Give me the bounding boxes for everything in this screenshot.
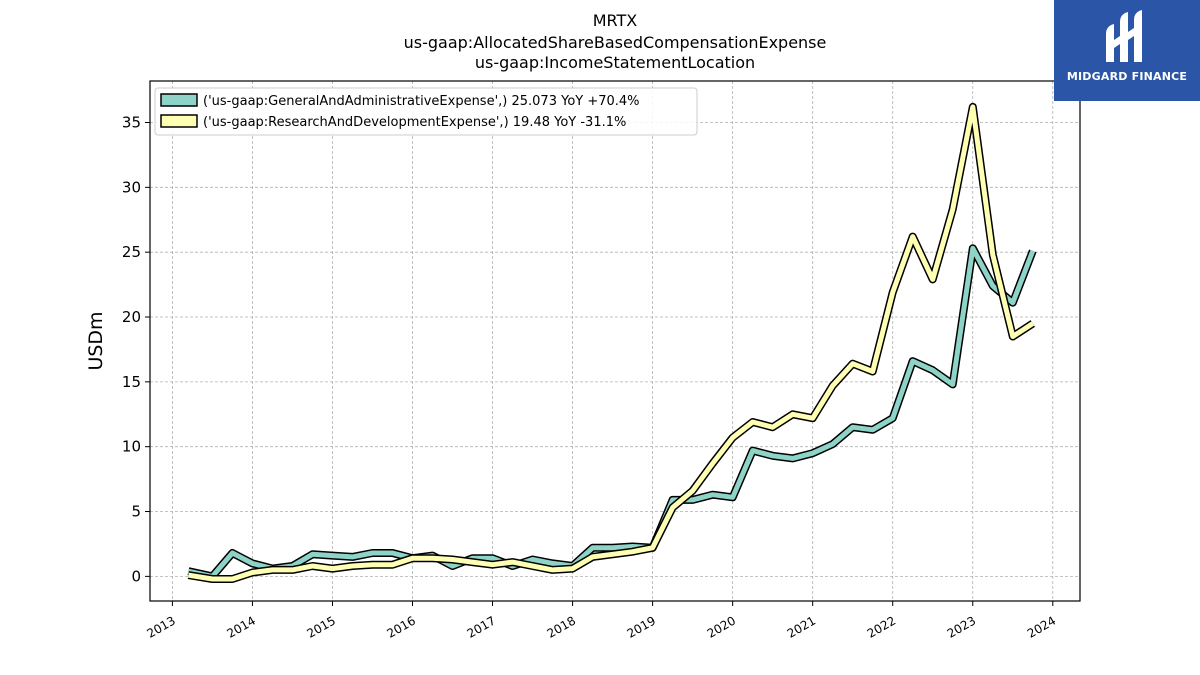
y-tick-label: 5 [131,503,141,521]
x-tick-label: 2018 [545,613,578,640]
y-tick-label: 30 [122,178,141,196]
legend-swatch-general-admin [160,93,198,107]
y-tick-label: 25 [122,243,141,261]
legend-entry-general-admin: ('us-gaap:GeneralAndAdministrativeExpens… [160,93,640,109]
x-tick-label: 2023 [945,613,978,640]
series-outline-0 [187,244,1037,581]
series-line-0 [187,245,1036,579]
series-lines [187,102,1037,583]
x-tick-label: 2019 [625,613,658,640]
legend-label-research-development: ('us-gaap:ResearchAndDevelopmentExpense'… [203,115,626,130]
x-tick-label: 2024 [1025,613,1058,640]
y-tick-label: 35 [122,113,141,131]
midgard-logo-icon [1106,10,1142,62]
plot-frame [149,80,1081,602]
series-outline-1 [187,102,1035,583]
y-tick-label: 15 [122,373,141,391]
x-tick-label: 2021 [785,613,818,640]
x-tick-label: 2016 [385,613,418,640]
x-tick-label: 2014 [224,613,257,640]
x-tick-label: 2015 [305,613,338,640]
x-tick-label: 2022 [865,613,898,640]
chart-title-line-1: MRTX [592,11,638,30]
legend-entry-research-development: ('us-gaap:ResearchAndDevelopmentExpense'… [160,114,626,130]
x-tick-label: 2013 [144,613,177,640]
x-tick-label: 2017 [465,613,498,640]
y-axis-label: USDm [85,311,107,370]
legend: ('us-gaap:GeneralAndAdministrativeExpens… [154,87,698,136]
y-axis-ticks: 0 5 10 15 20 25 30 35 [122,113,150,585]
chart-title-line-2: us-gaap:AllocatedShareBasedCompensationE… [403,33,827,52]
legend-swatch-research-development [160,114,198,128]
y-tick-label: 10 [122,438,141,456]
legend-box [154,87,698,136]
x-axis-ticks: 2013 2014 2015 2016 2017 2018 2019 2020 2021 2022… [144,601,1058,641]
logo-text: MIDGARD FINANCE [1066,70,1188,83]
y-tick-label: 0 [131,567,141,585]
x-tick-label: 2020 [705,613,738,640]
series-line-1 [187,104,1035,582]
grid-lines [150,81,1080,601]
chart-title-line-3: us-gaap:IncomeStatementLocation [474,53,756,72]
legend-label-general-admin: ('us-gaap:GeneralAndAdministrativeExpens… [203,94,640,109]
y-tick-label: 20 [122,308,141,326]
midgard-finance-logo: MIDGARD FINANCE [1054,0,1200,101]
